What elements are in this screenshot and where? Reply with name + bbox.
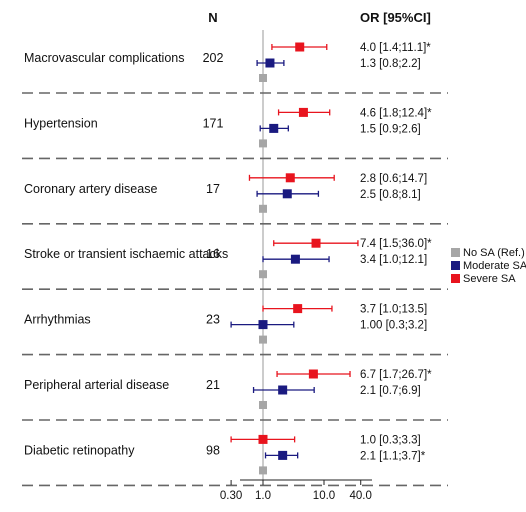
marks-layer (230, 42, 460, 475)
reference-marker (259, 466, 267, 475)
moderate-or-text: 2.1 [0.7;6.9] (360, 385, 421, 397)
moderate-or-text: 2.1 [1.1;3.7]* (360, 450, 426, 462)
severe-or-text: 4.0 [1.4;11.1]* (360, 42, 431, 54)
row-label: Diabetic retinopathy (24, 443, 135, 457)
x-tick-label: 10.0 (313, 490, 335, 502)
moderate-or-marker (265, 58, 275, 68)
severe-or-marker (308, 369, 318, 379)
moderate-or-marker (269, 123, 279, 133)
legend-label: Severe SA (463, 273, 516, 285)
moderate-or-text: 3.4 [1.0;12.1] (360, 254, 427, 266)
moderate-or-marker (278, 385, 288, 395)
severe-or-text: 3.7 [1.0;13.5] (360, 304, 427, 316)
moderate-or-marker (290, 254, 300, 264)
severe-or-marker (293, 304, 303, 314)
row-n: 16 (206, 247, 220, 261)
grid-layer (22, 30, 448, 487)
row-n: 23 (206, 313, 220, 327)
severe-or-marker (285, 173, 295, 183)
x-tick-label: 0.30 (220, 490, 242, 502)
row-label: Peripheral arterial disease (24, 378, 169, 392)
moderate-or-text: 1.3 [0.8;2.2] (360, 58, 421, 70)
moderate-or-marker (258, 320, 268, 330)
legend-label: Moderate SA (463, 260, 526, 272)
row-label: Coronary artery disease (24, 182, 157, 196)
reference-marker (259, 270, 267, 279)
moderate-or-marker (278, 450, 288, 460)
severe-or-text: 7.4 [1.5;36.0]* (360, 238, 432, 250)
severe-or-marker (295, 42, 305, 52)
reference-marker (259, 74, 267, 82)
or-column-header: OR [95%CI] (360, 10, 431, 25)
severe-or-marker (298, 107, 308, 117)
severe-or-text: 1.0 [0.3;3.3] (360, 434, 421, 446)
legend-label: No SA (Ref.) (463, 247, 525, 259)
text-layer: N OR [95%CI] Macrovascular complications… (24, 10, 526, 502)
legend-swatch (451, 248, 460, 257)
severe-or-marker (311, 238, 321, 248)
reference-marker (259, 204, 267, 213)
moderate-or-text: 1.5 [0.9;2.6] (360, 123, 421, 135)
row-n: 98 (206, 443, 220, 457)
moderate-or-marker (282, 189, 292, 199)
severe-or-text: 6.7 [1.7;26.7]* (360, 369, 432, 381)
row-label: Arrhythmias (24, 313, 91, 327)
reference-marker (259, 139, 267, 148)
legend-swatch (451, 274, 460, 283)
legend-swatch (451, 261, 460, 270)
reference-marker (259, 335, 267, 344)
row-n: 171 (203, 116, 224, 130)
severe-or-text: 2.8 [0.6;14.7] (360, 173, 427, 185)
reference-marker (259, 401, 267, 409)
severe-or-marker (258, 434, 268, 444)
row-n: 21 (206, 378, 220, 392)
severe-or-text: 4.6 [1.8;12.4]* (360, 107, 432, 119)
row-n: 17 (206, 182, 220, 196)
x-tick-label: 40.0 (350, 490, 372, 502)
row-label: Hypertension (24, 116, 98, 130)
moderate-or-text: 2.5 [0.8;8.1] (360, 189, 421, 201)
row-n: 202 (203, 51, 224, 65)
x-tick-label: 1.0 (255, 490, 271, 502)
moderate-or-text: 1.00 [0.3;3.2] (360, 320, 427, 332)
n-column-header: N (208, 10, 217, 25)
row-label: Stroke or transient ischaemic attacks (24, 247, 228, 261)
row-label: Macrovascular complications (24, 51, 184, 65)
